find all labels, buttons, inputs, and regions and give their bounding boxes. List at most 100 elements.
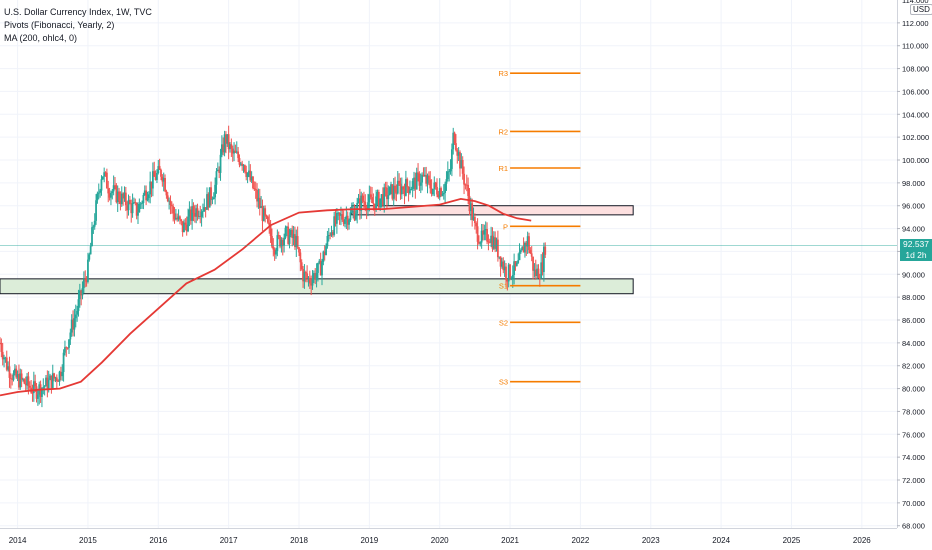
y-axis-panel: [897, 0, 932, 550]
candle-body: [452, 132, 455, 150]
candle-body: [406, 179, 409, 187]
candle-body: [126, 205, 129, 211]
candle-body: [350, 212, 353, 214]
candle-body: [61, 372, 64, 377]
candle-body: [300, 262, 303, 270]
candle-body: [383, 187, 386, 206]
candle-body: [456, 150, 459, 156]
candle-body: [298, 247, 300, 253]
candle-body: [78, 290, 81, 300]
y-tick-label: 76.000: [902, 430, 925, 439]
candle-body: [395, 192, 398, 194]
candle-body: [335, 212, 338, 224]
candle-body: [509, 264, 511, 279]
y-tick-label: 86.000: [902, 316, 925, 325]
candle-body: [491, 235, 494, 249]
legend-pivots[interactable]: Pivots (Fibonacci, Yearly, 2): [4, 20, 115, 30]
candle-body: [503, 266, 506, 271]
y-tick-label: 80.000: [902, 385, 925, 394]
candle-body: [187, 216, 189, 232]
last-price-value: 92.537: [903, 239, 929, 250]
candle-body: [396, 180, 399, 194]
candle-body: [444, 183, 447, 193]
candle-body: [533, 269, 536, 271]
candle-body: [283, 237, 286, 246]
legend-symbol[interactable]: U.S. Dollar Currency Index, 1W, TVC: [4, 7, 152, 17]
candle-body: [381, 194, 384, 206]
candle-body: [173, 213, 176, 220]
candle-body: [156, 172, 158, 180]
candle-body: [12, 373, 15, 380]
candle-body: [137, 212, 139, 216]
candle-body: [459, 152, 461, 169]
y-tick-label: 110.000: [902, 42, 929, 51]
candle-body: [421, 174, 424, 183]
candle-body: [464, 184, 467, 186]
y-tick-label: 88.000: [902, 293, 925, 302]
candle-body: [68, 339, 70, 348]
candle-body: [314, 273, 317, 280]
candle-body: [334, 216, 337, 224]
candle-body: [108, 193, 111, 198]
candle-body: [325, 246, 327, 255]
candle-body: [97, 192, 100, 194]
candle-body: [517, 260, 520, 263]
candle-body: [529, 250, 532, 254]
candle-body: [288, 235, 291, 244]
candle-body: [317, 263, 319, 273]
candle-body: [386, 187, 388, 200]
candle-body: [418, 173, 421, 186]
candle-body: [273, 249, 276, 255]
candle-body: [538, 278, 541, 280]
currency-badge[interactable]: USD: [910, 4, 932, 15]
candle-body: [104, 172, 107, 174]
candle-body: [166, 195, 169, 202]
candle-body: [338, 212, 341, 216]
candle-body: [55, 377, 58, 382]
candle-body: [239, 163, 242, 165]
candle-body: [151, 171, 154, 189]
candle-body: [169, 200, 172, 205]
candle-body: [402, 186, 405, 190]
candle-body: [437, 194, 440, 198]
candle-body: [51, 373, 54, 389]
candle-body: [165, 191, 168, 196]
candle-body: [87, 259, 89, 282]
candle-body: [364, 201, 367, 208]
candle-body: [310, 283, 313, 286]
candle-body: [81, 288, 84, 296]
candle-body: [135, 202, 138, 216]
legend-ma[interactable]: MA (200, ohlc4, 0): [4, 33, 78, 43]
candle-body: [525, 242, 528, 247]
candle-body: [256, 189, 258, 202]
candle-body: [146, 198, 149, 201]
candle-body: [522, 246, 525, 253]
candle-body: [277, 235, 280, 237]
candle-body: [141, 203, 143, 204]
candle-body: [294, 234, 296, 248]
candle-body: [476, 226, 479, 242]
candle-body: [49, 375, 51, 380]
candle-body: [507, 264, 510, 282]
candle-body: [53, 373, 56, 379]
candle-body: [231, 148, 234, 154]
candle-body: [91, 227, 93, 247]
candle-body: [15, 368, 18, 378]
candle-body: [0, 342, 1, 344]
candle-body: [541, 262, 544, 273]
candle-body: [321, 261, 323, 276]
candle-body: [327, 234, 330, 236]
candle-body: [281, 239, 284, 246]
candle-body: [66, 347, 69, 349]
candle-body: [353, 210, 356, 220]
candle-body: [220, 144, 223, 155]
candle-body: [403, 189, 406, 196]
candle-body: [241, 163, 244, 166]
pivot-label-r3: R3: [498, 69, 508, 78]
candle-body: [410, 188, 413, 191]
y-tick-label: 82.000: [902, 362, 925, 371]
candle-body: [275, 250, 277, 255]
candle-body: [180, 219, 183, 222]
candle-body: [76, 310, 79, 315]
